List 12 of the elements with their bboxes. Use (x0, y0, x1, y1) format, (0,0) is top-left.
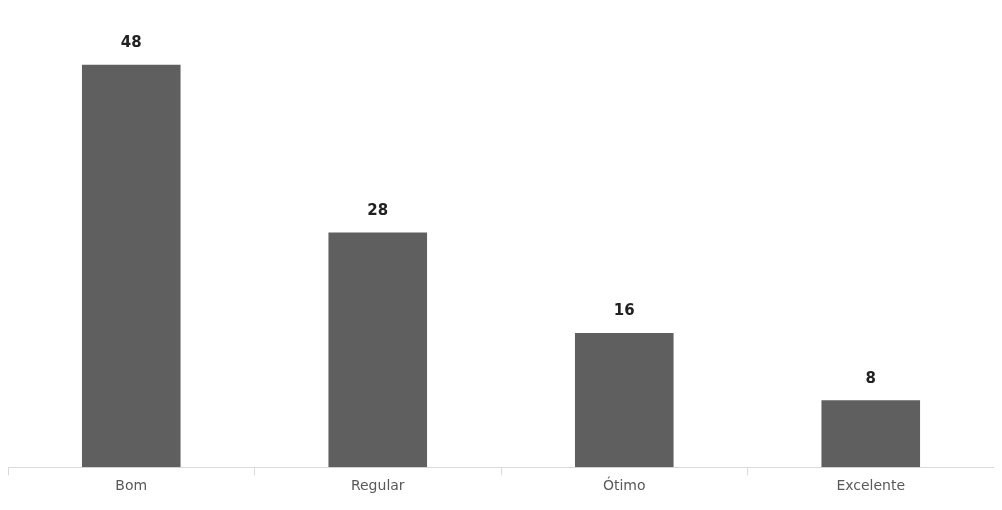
x-tick-label: Excelente (836, 477, 906, 494)
x-tick-label: Bom (115, 477, 148, 494)
bar (821, 400, 921, 468)
x-tick-label: Regular (350, 477, 405, 494)
data-label: 28 (367, 200, 389, 219)
data-label: 48 (120, 33, 142, 52)
bar (81, 64, 181, 468)
bar (574, 333, 674, 468)
bar (328, 232, 428, 468)
data-label: 16 (613, 301, 635, 320)
x-tick-label: Ótimo (602, 476, 646, 494)
data-label: 8 (865, 368, 876, 387)
